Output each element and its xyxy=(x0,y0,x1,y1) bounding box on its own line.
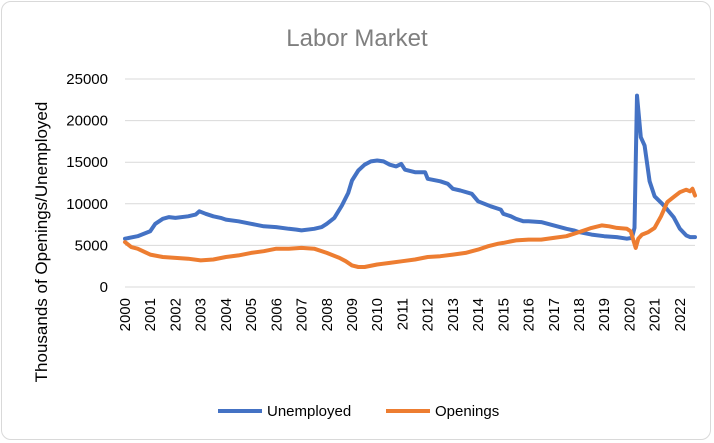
y-tick-label: 20000 xyxy=(66,113,108,130)
x-tick-label: 2001 xyxy=(142,298,159,331)
x-tick-label: 2020 xyxy=(621,298,638,331)
x-tick-label: 2008 xyxy=(319,298,336,331)
legend: Unemployed Openings xyxy=(218,403,499,420)
y-tick-label: 5000 xyxy=(75,237,108,254)
x-tick-label: 2022 xyxy=(672,298,689,331)
y-tick-label: 25000 xyxy=(66,71,108,88)
x-tick-label: 2005 xyxy=(243,298,260,331)
x-tick-label: 2015 xyxy=(495,298,512,331)
chart-title: Labor Market xyxy=(286,25,428,52)
x-tick-label: 2006 xyxy=(268,298,285,331)
legend-label-unemployed: Unemployed xyxy=(267,403,351,420)
series-lines xyxy=(123,93,697,269)
legend-label-openings: Openings xyxy=(435,403,499,420)
x-tick-label: 2000 xyxy=(117,298,134,331)
x-tick-label: 2019 xyxy=(596,298,613,331)
x-tick-label: 2018 xyxy=(571,298,588,331)
x-tick-label: 2016 xyxy=(521,298,538,331)
y-tick-label: 0 xyxy=(100,279,108,296)
x-tick-label: 2009 xyxy=(344,298,361,331)
y-tick-label: 15000 xyxy=(66,154,108,171)
y-axis-label: Thousands of Openings/Unemployed xyxy=(32,102,51,383)
x-tick-label: 2002 xyxy=(167,298,184,331)
x-tick-label: 2007 xyxy=(294,298,311,331)
y-tick-labels: 0 5000 10000 15000 20000 25000 xyxy=(66,71,108,296)
x-tick-label: 2014 xyxy=(470,298,487,331)
x-tick-label: 2017 xyxy=(546,298,563,331)
x-tick-label: 2012 xyxy=(420,298,437,331)
x-tick-label: 2013 xyxy=(445,298,462,331)
series-line-openings xyxy=(123,186,697,269)
x-tick-labels: 2000 2001 2002 2003 2004 2005 2006 2007 2008 2009… xyxy=(117,298,689,331)
x-tick-label: 2010 xyxy=(369,298,386,331)
x-tick-label: 2003 xyxy=(193,298,210,331)
x-tick-label: 2011 xyxy=(394,298,411,330)
y-tick-label: 10000 xyxy=(66,196,108,213)
series-line-unemployed xyxy=(123,93,697,241)
x-tick-label: 2004 xyxy=(218,298,235,331)
gridlines xyxy=(125,78,695,288)
x-tick-label: 2021 xyxy=(647,298,664,331)
